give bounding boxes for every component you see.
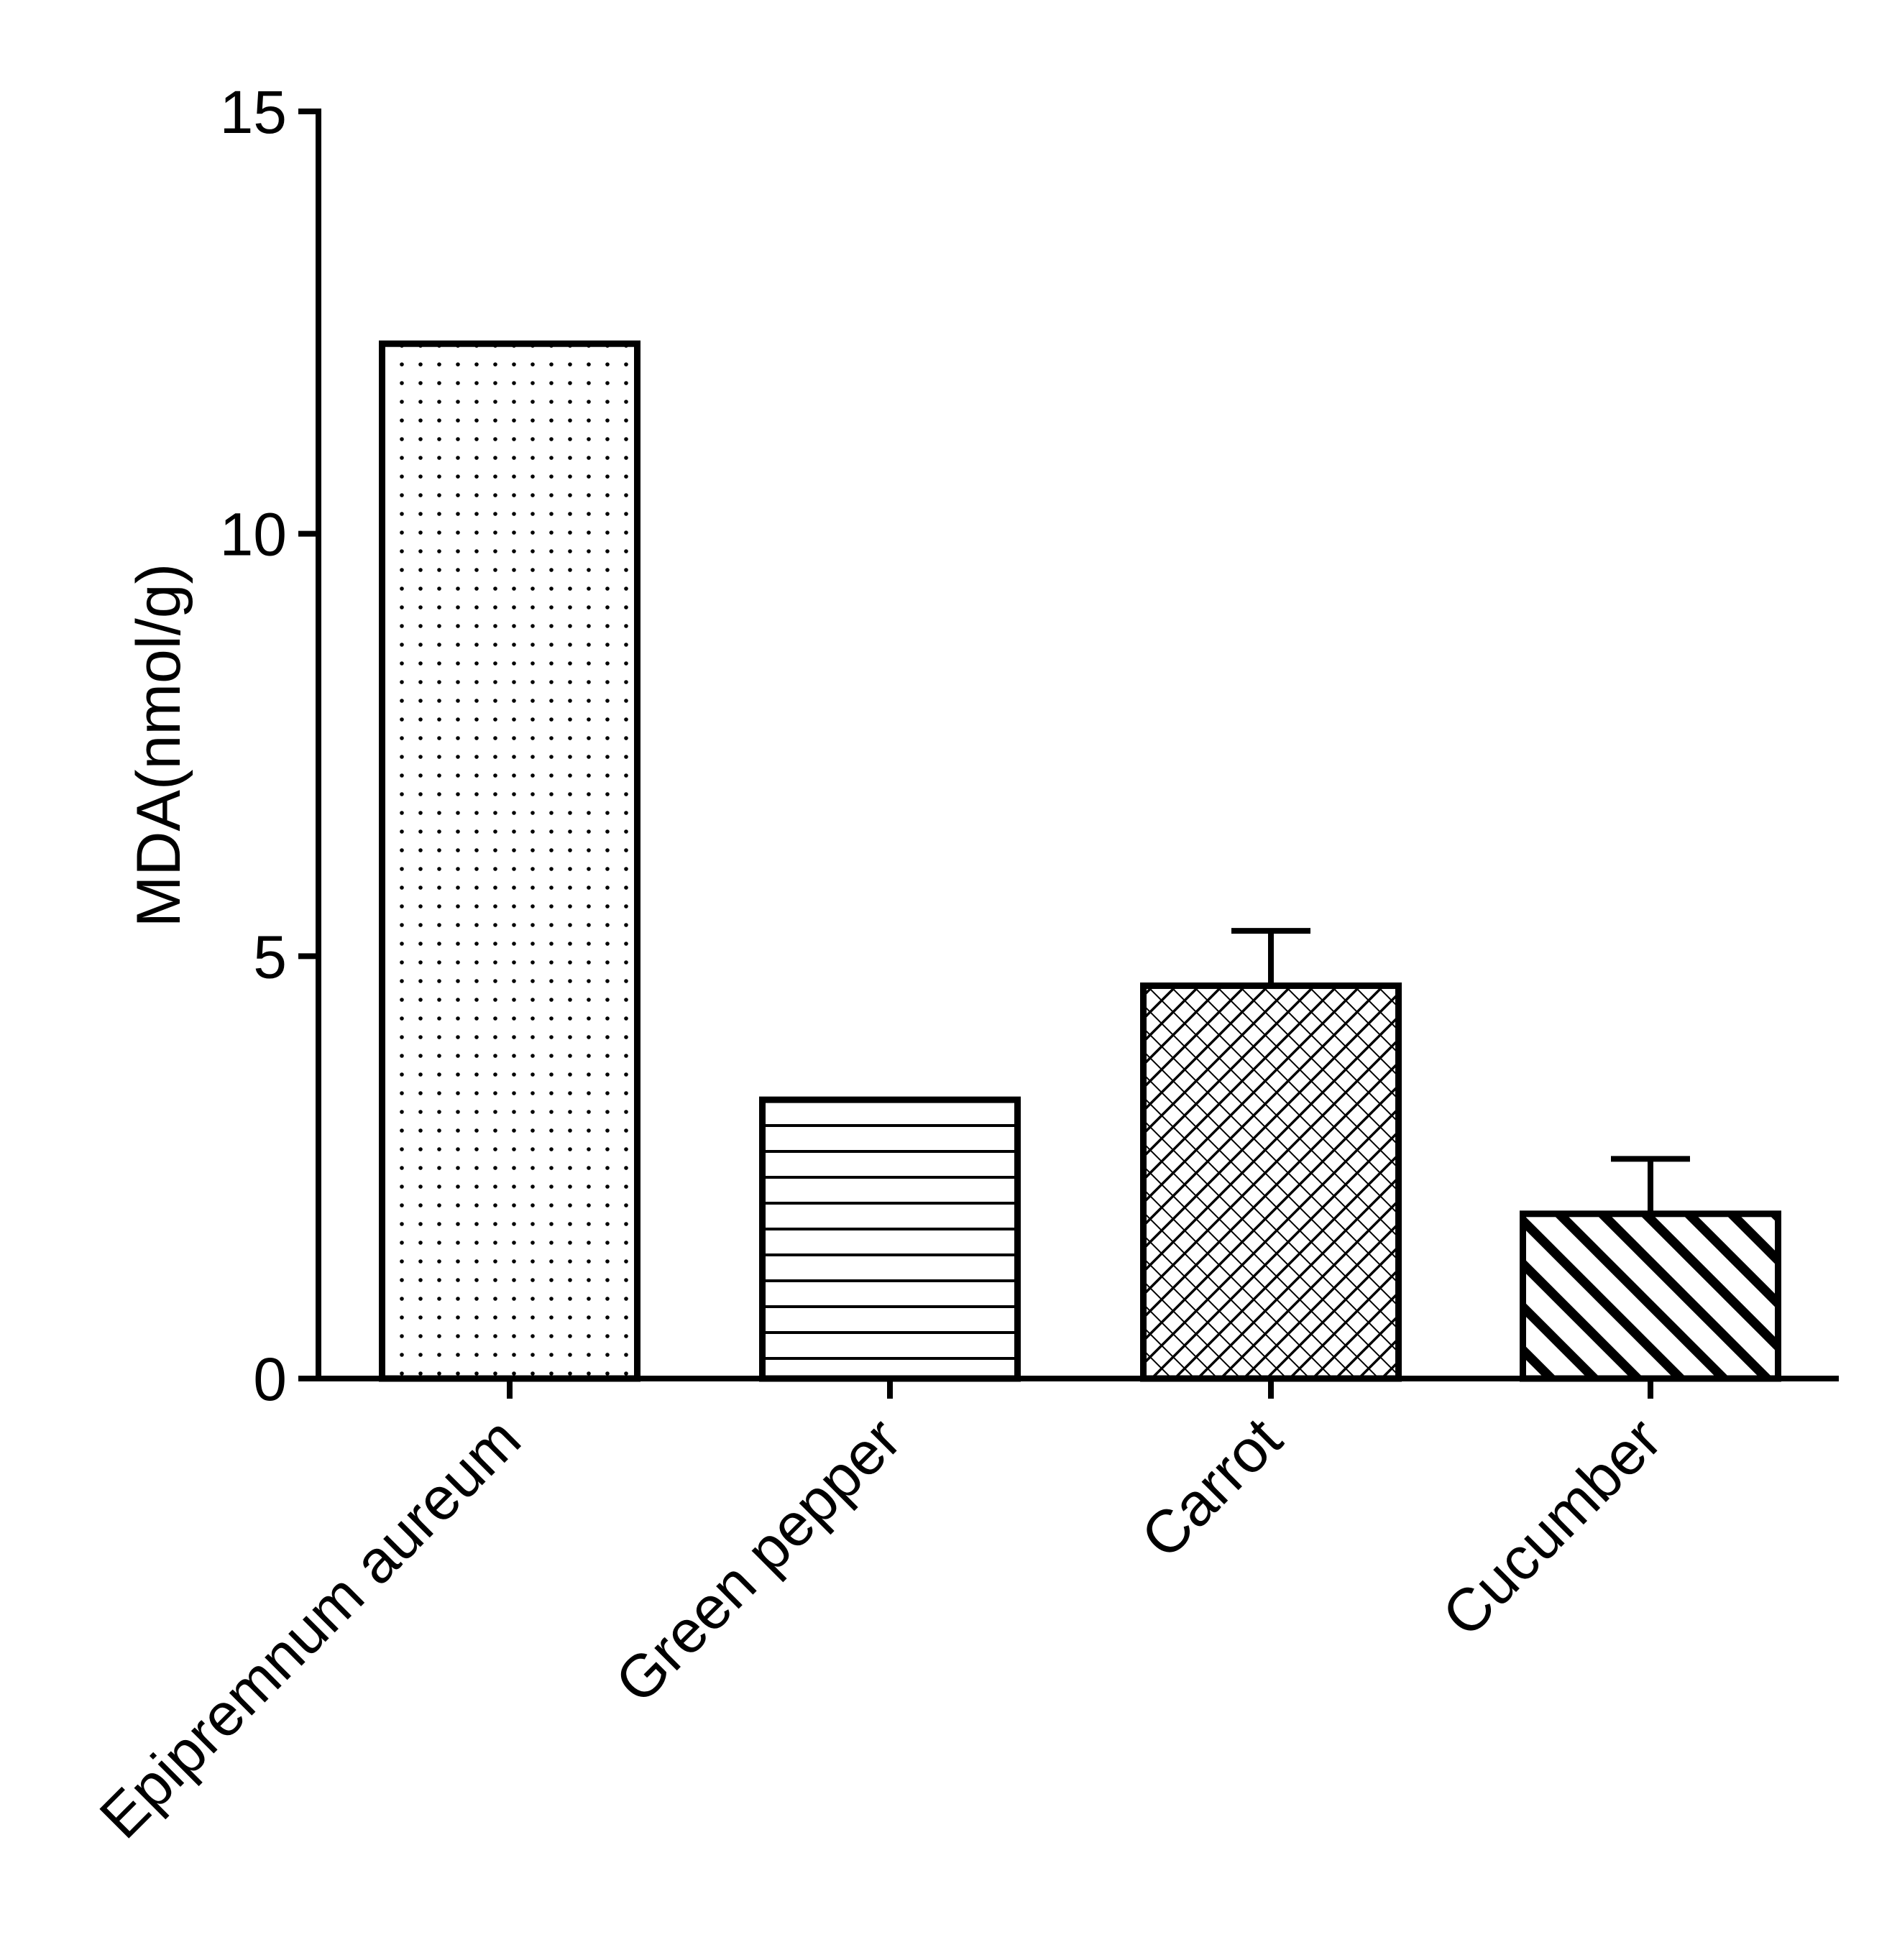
- category-labels: Epipremnum aureum Green pepper Carrot Cucum…: [87, 1404, 1674, 1851]
- y-tick-label: 10: [220, 501, 287, 569]
- x-category-label: Cucumber: [1429, 1404, 1673, 1649]
- y-tick-label: 0: [253, 1345, 287, 1413]
- bar: [379, 340, 640, 1382]
- bars: [379, 340, 1781, 1382]
- y-axis-title: MDA(nmol/g): [124, 563, 193, 928]
- x-category-label: Epipremnum aureum: [87, 1404, 533, 1851]
- y-ticks: 0 5 10 15: [220, 78, 318, 1413]
- plot-area: 0 5 10 15 Epipremnum aureum Green pepper Carr…: [87, 78, 1839, 1851]
- error-bars: [1231, 928, 1690, 1214]
- x-category-label: Green pepper: [602, 1404, 914, 1716]
- y-tick-label: 15: [220, 78, 287, 146]
- x-category-label: Carrot: [1128, 1404, 1295, 1571]
- x-ticks: [507, 1379, 1653, 1399]
- bar: [1520, 1210, 1781, 1382]
- y-tick-label: 5: [253, 923, 287, 990]
- bar: [759, 1096, 1021, 1382]
- bar: [1140, 982, 1402, 1382]
